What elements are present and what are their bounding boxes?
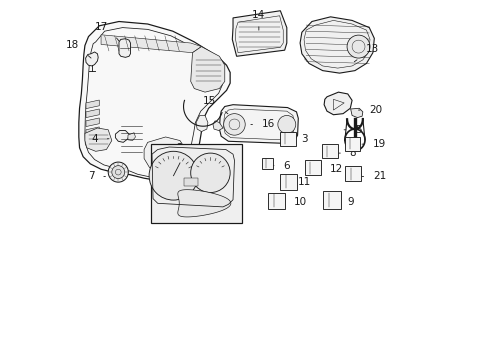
Text: 18: 18 bbox=[66, 40, 80, 50]
Polygon shape bbox=[212, 121, 223, 131]
Circle shape bbox=[156, 149, 169, 162]
Bar bbox=[304, 30, 314, 38]
Circle shape bbox=[152, 145, 172, 166]
Bar bbox=[138, 68, 144, 75]
Text: 20: 20 bbox=[368, 105, 382, 115]
Bar bbox=[322, 191, 340, 209]
Polygon shape bbox=[190, 46, 224, 92]
Text: 14: 14 bbox=[252, 10, 265, 20]
Bar bbox=[344, 166, 360, 181]
Text: 4: 4 bbox=[91, 134, 98, 144]
Polygon shape bbox=[86, 100, 99, 109]
Bar bbox=[304, 51, 314, 59]
Bar bbox=[146, 76, 152, 83]
Circle shape bbox=[112, 166, 124, 179]
Text: 7: 7 bbox=[88, 171, 94, 181]
Bar bbox=[262, 158, 273, 168]
Bar bbox=[263, 121, 269, 128]
Text: 1: 1 bbox=[156, 200, 163, 210]
Circle shape bbox=[149, 151, 198, 200]
Polygon shape bbox=[219, 105, 298, 143]
Text: 5: 5 bbox=[354, 125, 361, 135]
Polygon shape bbox=[324, 92, 351, 115]
Circle shape bbox=[277, 116, 295, 134]
Text: 10: 10 bbox=[293, 197, 306, 207]
Bar bbox=[279, 132, 295, 146]
Polygon shape bbox=[86, 127, 99, 135]
Polygon shape bbox=[86, 109, 99, 118]
Bar bbox=[138, 76, 144, 83]
Bar bbox=[247, 121, 253, 128]
Text: 12: 12 bbox=[329, 164, 343, 174]
Polygon shape bbox=[85, 52, 98, 66]
Text: 6: 6 bbox=[283, 161, 289, 171]
Text: 9: 9 bbox=[347, 197, 354, 207]
Bar bbox=[146, 68, 152, 75]
Text: 15: 15 bbox=[203, 96, 216, 106]
Text: 2: 2 bbox=[176, 143, 182, 153]
Text: 3: 3 bbox=[301, 134, 307, 144]
Polygon shape bbox=[144, 137, 187, 173]
Bar bbox=[267, 193, 285, 209]
Circle shape bbox=[190, 153, 230, 193]
Bar bbox=[270, 121, 277, 128]
Bar bbox=[255, 121, 261, 128]
Polygon shape bbox=[128, 133, 135, 140]
Circle shape bbox=[108, 162, 128, 182]
Polygon shape bbox=[79, 22, 230, 180]
Text: 13: 13 bbox=[365, 44, 378, 54]
Circle shape bbox=[346, 35, 369, 58]
Polygon shape bbox=[119, 39, 130, 57]
Bar bbox=[321, 144, 337, 158]
Text: 19: 19 bbox=[372, 139, 386, 149]
Polygon shape bbox=[178, 190, 230, 217]
Polygon shape bbox=[232, 11, 286, 56]
Text: 16: 16 bbox=[261, 120, 274, 129]
Bar bbox=[279, 174, 296, 190]
Polygon shape bbox=[300, 17, 373, 73]
Circle shape bbox=[223, 114, 244, 135]
Polygon shape bbox=[86, 118, 99, 127]
Bar bbox=[150, 144, 242, 223]
Polygon shape bbox=[196, 116, 207, 132]
Bar bbox=[344, 137, 359, 150]
Polygon shape bbox=[350, 108, 362, 118]
Bar bbox=[304, 160, 320, 175]
Text: 21: 21 bbox=[372, 171, 386, 181]
Ellipse shape bbox=[119, 39, 130, 42]
Polygon shape bbox=[115, 131, 129, 142]
Bar bbox=[184, 178, 198, 186]
Polygon shape bbox=[85, 128, 112, 151]
Polygon shape bbox=[101, 35, 201, 53]
Text: 17: 17 bbox=[95, 22, 108, 32]
Text: 8: 8 bbox=[349, 148, 355, 158]
Text: 11: 11 bbox=[297, 177, 310, 187]
Bar bbox=[304, 41, 314, 49]
